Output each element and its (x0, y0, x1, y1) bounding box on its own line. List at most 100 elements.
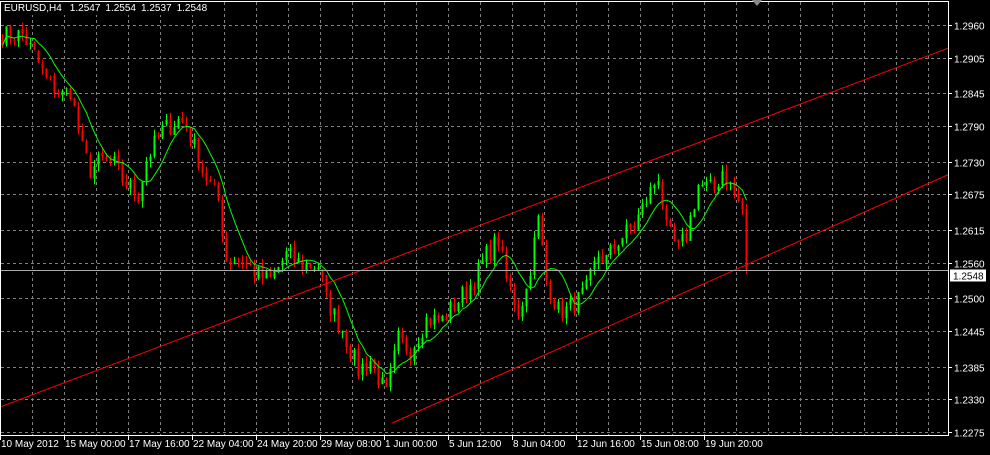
y-tick-label: 1.2960 (954, 22, 985, 33)
candle-body (525, 288, 528, 307)
candle-body (29, 42, 32, 45)
candle (145, 156, 148, 186)
y-tick-label: 1.2790 (954, 123, 985, 134)
candle-body (261, 265, 264, 278)
candle (609, 243, 612, 259)
candle (661, 178, 664, 210)
candle (97, 151, 100, 172)
candle (469, 279, 472, 303)
candle-body (673, 225, 676, 241)
candle (453, 297, 456, 313)
candle-body (429, 318, 432, 326)
candle (457, 301, 460, 313)
candle-body (701, 184, 704, 186)
candle (69, 87, 72, 101)
candle (65, 87, 68, 96)
candle (225, 231, 228, 263)
candle-body (345, 330, 348, 348)
candle-body (593, 261, 596, 270)
candle-body (225, 237, 228, 262)
candle-body (417, 343, 420, 348)
candle (473, 282, 476, 296)
candle-body (649, 187, 652, 204)
candle (733, 176, 736, 199)
candle (369, 355, 372, 374)
chart-header: EURUSD,H4 1.2547 1.2554 1.2537 1.2548 (4, 2, 210, 15)
candle (377, 360, 380, 389)
candle-body (101, 152, 104, 156)
candle-body (533, 237, 536, 276)
candle (125, 174, 128, 190)
candle-body (441, 315, 444, 322)
candle (465, 281, 468, 304)
candle-body (729, 183, 732, 185)
current-price-label: 1.2548 (953, 272, 984, 283)
candle (405, 335, 408, 355)
candle (649, 182, 652, 205)
candle-body (489, 244, 492, 260)
candle (173, 120, 176, 135)
candle-body (125, 181, 128, 188)
header-close: 1.2548 (176, 3, 208, 14)
candle (585, 275, 588, 291)
candle-body (625, 224, 628, 239)
candle-body (157, 135, 160, 137)
candle-body (305, 263, 308, 271)
candle (177, 115, 180, 129)
candle-body (585, 279, 588, 289)
candle-body (645, 203, 648, 205)
x-tick-label: 22 May 04:00 (193, 439, 254, 450)
candle-body (561, 301, 564, 318)
candle-body (365, 363, 368, 371)
candle-body (549, 281, 552, 300)
candle-body (281, 261, 284, 267)
candle-body (117, 155, 120, 165)
candle (629, 223, 632, 235)
candle-body (13, 40, 16, 42)
x-tick-label: 29 May 08:00 (321, 439, 382, 450)
candle-body (245, 262, 248, 264)
candle-body (481, 260, 484, 264)
candle (637, 208, 640, 231)
candle (101, 147, 104, 161)
candle-body (377, 366, 380, 386)
candle (141, 180, 144, 208)
chart-shift-marker-icon[interactable] (752, 0, 762, 6)
candle-body (521, 306, 524, 317)
candle (685, 227, 688, 244)
candle (645, 196, 648, 208)
candle-body (713, 180, 716, 191)
candle (285, 247, 288, 266)
candle (577, 291, 580, 315)
candle-body (617, 245, 620, 251)
candle (205, 166, 208, 186)
candle (185, 116, 188, 132)
candle-body (1, 39, 4, 46)
candle-body (81, 130, 84, 141)
x-tick-label: 15 May 00:00 (65, 439, 126, 450)
candle-body (37, 50, 40, 63)
candle-body (589, 268, 592, 281)
candle (293, 240, 296, 268)
candle-body (557, 301, 560, 310)
candle (93, 159, 96, 185)
candle-body (509, 278, 512, 287)
candle (197, 137, 200, 171)
candle-body (181, 118, 184, 123)
candle-body (661, 182, 664, 207)
candle-body (57, 92, 60, 95)
candle (745, 203, 748, 275)
candle-body (285, 251, 288, 261)
candle-body (61, 90, 64, 96)
plot-frame (0, 1, 949, 436)
candle-body (269, 270, 272, 278)
candle-body (565, 306, 568, 319)
candle-body (313, 268, 316, 270)
candle (21, 22, 24, 41)
candle-body (301, 259, 304, 271)
candle (333, 308, 336, 322)
candle (193, 133, 196, 149)
y-tick-label: 1.2675 (954, 191, 985, 202)
candle-body (465, 286, 468, 298)
